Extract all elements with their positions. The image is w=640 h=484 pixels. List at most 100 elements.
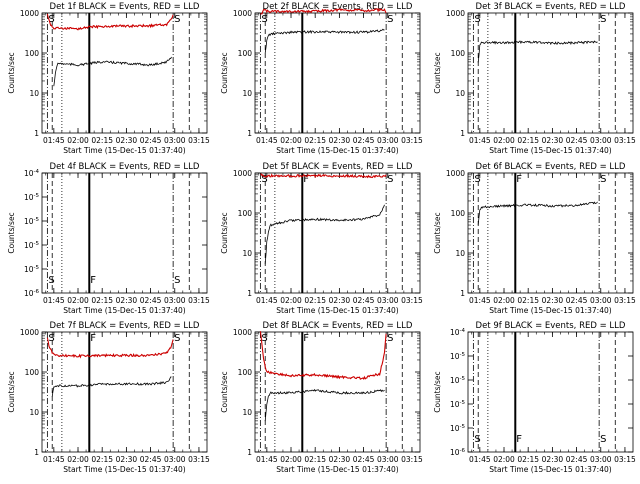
- plot-frame: [254, 12, 421, 134]
- y-tick-label: 100: [238, 209, 253, 218]
- plot-frame: [254, 172, 421, 294]
- chart-panel-4: Det 4f BLACK = Events, RED = LLD 10-6 10-5…: [7, 162, 210, 315]
- event-marker-label: S: [174, 14, 180, 25]
- y-axis-label: Counts/sec: [7, 371, 16, 412]
- x-tick-label: 02:30: [329, 136, 351, 145]
- x-tick-label: 02:30: [116, 136, 138, 145]
- event-marker-label: S: [600, 434, 606, 445]
- y-tick-label: 10: [29, 408, 39, 417]
- events-series-line: [264, 204, 385, 265]
- x-tick-label: 02:15: [91, 136, 113, 145]
- y-tick-label: 1: [34, 448, 39, 457]
- y-axis-label: Counts/sec: [220, 212, 229, 253]
- event-marker-label: S: [474, 174, 480, 185]
- chart-panel-8: Det 8f BLACK = Events, RED = LLD 1 10 100 10…: [220, 321, 423, 474]
- x-tick-label: 02:45: [140, 455, 162, 464]
- x-tick-label: 02:30: [329, 296, 351, 305]
- x-axis-label: Start Time (15-Dec-15 01:37:40): [489, 306, 611, 315]
- x-tick-label: 03:00: [377, 296, 399, 305]
- x-tick-label: 01:45: [469, 136, 491, 145]
- event-marker-label: F: [516, 174, 522, 185]
- x-tick-label: 03:00: [590, 136, 612, 145]
- x-axis-label: Start Time (15-Dec-15 01:37:40): [276, 306, 398, 315]
- panel-title: Det 6f BLACK = Events, RED = LLD: [476, 162, 626, 172]
- panel-title: Det 3f BLACK = Events, RED = LLD: [476, 2, 626, 12]
- x-tick-label: 03:15: [188, 455, 210, 464]
- x-axis-label: Start Time (15-Dec-15 01:37:40): [276, 146, 398, 155]
- event-marker-label: S: [174, 275, 180, 286]
- x-tick-label: 03:00: [164, 136, 186, 145]
- lld-series-line: [260, 173, 387, 179]
- y-tick-label: 1: [460, 129, 465, 138]
- x-tick-label: 02:30: [116, 455, 138, 464]
- y-tick-label: 10-4: [450, 328, 466, 337]
- x-tick-label: 02:00: [67, 136, 89, 145]
- y-tick-label: 10-6: [24, 289, 40, 298]
- x-tick-label: 01:45: [43, 296, 65, 305]
- y-tick-label: 1: [460, 289, 465, 298]
- event-marker-label: S: [48, 275, 54, 286]
- y-tick-label: 10-5: [450, 400, 466, 409]
- x-tick-label: 02:30: [116, 296, 138, 305]
- x-tick-label: 02:45: [353, 296, 375, 305]
- x-axis-label: Start Time (15-Dec-15 01:37:40): [489, 465, 611, 474]
- x-tick-label: 02:15: [91, 455, 113, 464]
- x-tick-label: 03:15: [401, 136, 423, 145]
- y-axis-label: Counts/sec: [7, 52, 16, 93]
- x-tick-label: 02:00: [280, 296, 302, 305]
- y-tick-label: 1000: [233, 9, 252, 18]
- plot-frame: [467, 331, 634, 453]
- x-tick-label: 02:45: [353, 455, 375, 464]
- event-marker-label: S: [261, 14, 267, 25]
- event-marker-label: S: [387, 174, 393, 185]
- x-tick-label: 02:00: [493, 455, 515, 464]
- x-tick-label: 02:00: [493, 296, 515, 305]
- x-axis-label: Start Time (15-Dec-15 01:37:40): [63, 306, 185, 315]
- x-tick-label: 02:45: [566, 455, 588, 464]
- x-tick-label: 02:15: [517, 136, 539, 145]
- x-axis-label: Start Time (15-Dec-15 01:37:40): [276, 465, 398, 474]
- y-tick-label: 1: [247, 448, 252, 457]
- events-series-line: [51, 376, 172, 397]
- x-tick-label: 01:45: [469, 296, 491, 305]
- x-tick-label: 02:15: [517, 455, 539, 464]
- y-tick-label: 1000: [233, 328, 252, 337]
- x-tick-label: 03:00: [164, 296, 186, 305]
- panel-title: Det 1f BLACK = Events, RED = LLD: [50, 2, 200, 12]
- x-tick-label: 03:00: [590, 296, 612, 305]
- event-marker-label: S: [474, 434, 480, 445]
- event-marker-label: S: [600, 14, 606, 25]
- y-axis-label: Counts/sec: [433, 212, 442, 253]
- x-tick-label: 03:15: [614, 296, 636, 305]
- event-marker-label: F: [90, 333, 96, 344]
- y-tick-label: 10-5: [450, 352, 466, 361]
- lld-series-line: [259, 331, 387, 380]
- x-tick-label: 03:00: [590, 455, 612, 464]
- x-tick-label: 01:45: [469, 455, 491, 464]
- y-tick-label: 1: [247, 129, 252, 138]
- y-axis-label: Counts/sec: [433, 371, 442, 412]
- x-tick-label: 03:00: [377, 136, 399, 145]
- event-marker-label: S: [174, 333, 180, 344]
- event-marker-label: S: [48, 333, 54, 344]
- event-marker-label: S: [474, 14, 480, 25]
- x-tick-label: 02:00: [67, 455, 89, 464]
- y-tick-label: 10: [242, 89, 252, 98]
- event-marker-label: S: [387, 14, 393, 25]
- panel-title: Det 4f BLACK = Events, RED = LLD: [50, 162, 200, 172]
- chart-panel-6: Det 6f BLACK = Events, RED = LLD 1 10 100 10…: [433, 162, 636, 315]
- x-tick-label: 03:15: [401, 455, 423, 464]
- plot-frame: [41, 172, 208, 294]
- x-tick-label: 01:45: [256, 455, 278, 464]
- y-tick-label: 1000: [446, 169, 465, 178]
- y-tick-label: 10-5: [450, 376, 466, 385]
- y-tick-label: 100: [25, 49, 40, 58]
- x-tick-label: 03:15: [188, 136, 210, 145]
- y-tick-label: 10: [242, 408, 252, 417]
- panel-title: Det 7f BLACK = Events, RED = LLD: [50, 321, 200, 331]
- plot-frame: [41, 331, 208, 453]
- x-tick-label: 02:45: [566, 136, 588, 145]
- event-marker-label: F: [90, 275, 96, 286]
